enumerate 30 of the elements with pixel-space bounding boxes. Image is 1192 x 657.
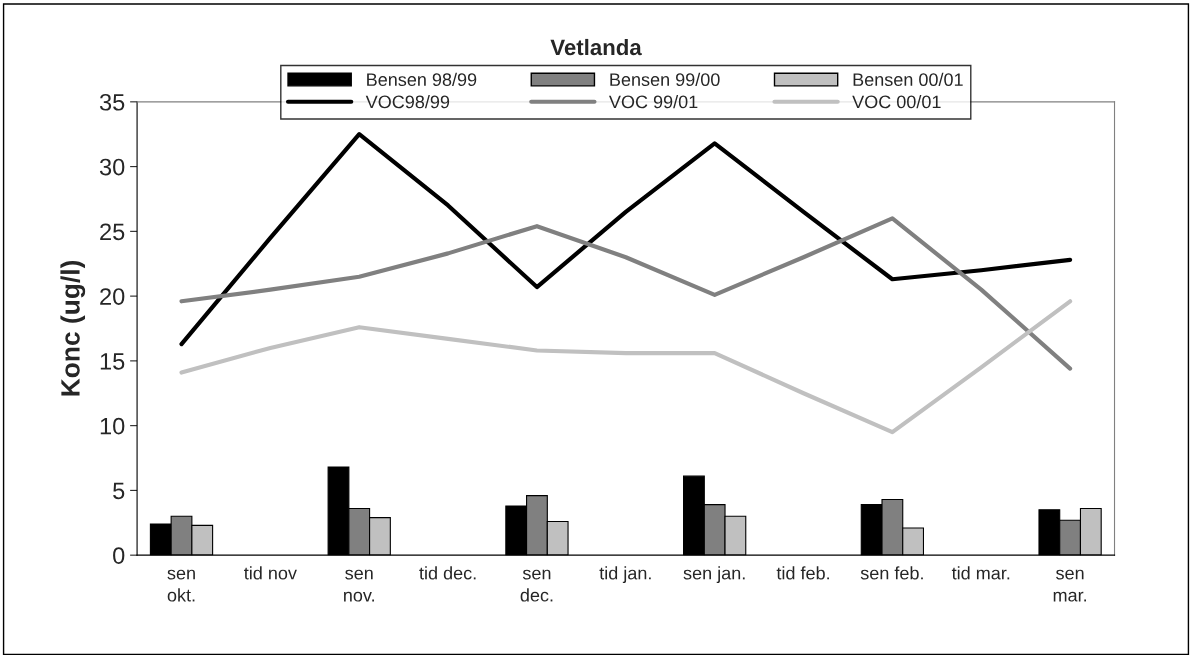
x-tick-label: tid feb. [776, 566, 829, 580]
y-tick-label: 30 [99, 158, 125, 176]
x-tick-label: tid nov [244, 566, 297, 580]
y-tick-label: 5 [113, 482, 125, 500]
x-tick-label: sen dec. [520, 569, 553, 602]
y-tick-label: 25 [100, 223, 125, 241]
x-tick-label: tid dec. [419, 566, 476, 580]
y-axis-title: Konc (ug/l) [60, 260, 86, 396]
chart-title: Vetlanda [550, 38, 642, 56]
legend-label: VOC98/99 [365, 95, 450, 109]
y-tick-label: 15 [100, 353, 125, 370]
legend-label: Bensen 00/01 [853, 72, 963, 87]
line-series [179, 299, 1073, 435]
legend-label: VOC 99/01 [608, 95, 698, 109]
legend-label: Bensen 98/99 [367, 72, 477, 87]
x-tick-label: sen nov. [344, 569, 374, 602]
legend-label: VOC 00/01 [852, 95, 941, 109]
legend-label: Bensen 99/00 [610, 72, 720, 87]
line-series [179, 132, 1073, 347]
y-tick-label: 20 [100, 288, 125, 305]
x-tick-label: sen mar. [1053, 569, 1086, 602]
y-tick-label: 35 [99, 93, 125, 111]
x-tick-label: sen jan. [683, 566, 745, 584]
x-tick-label: tid mar. [951, 566, 1010, 580]
y-tick-label: 10 [100, 417, 125, 435]
x-tick-label: sen okt. [167, 569, 195, 602]
x-tick-label: tid jan. [599, 566, 651, 584]
x-tick-label: sen feb. [860, 566, 923, 580]
line-series [179, 216, 1073, 371]
y-tick-label: 0 [113, 547, 125, 564]
